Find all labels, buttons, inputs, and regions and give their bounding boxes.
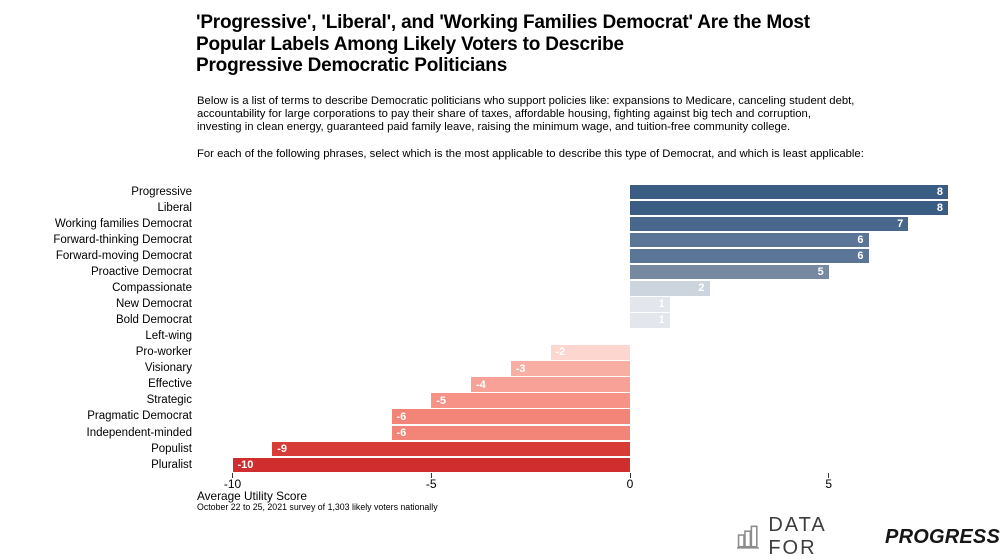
- bar: 1: [630, 297, 670, 312]
- bar: 6: [630, 232, 869, 248]
- bar-value-label: 1: [658, 314, 665, 327]
- page-title: 'Progressive', 'Liberal', and 'Working F…: [196, 12, 810, 76]
- bar-value-label: -6: [396, 410, 407, 423]
- bar-value-label: 5: [817, 266, 824, 279]
- category-label: New Democrat: [115, 298, 192, 310]
- bar: -5: [431, 393, 630, 408]
- category-label: Proactive Democrat: [91, 265, 192, 278]
- category-label: Working families Democrat: [54, 217, 192, 230]
- bar: 2: [630, 281, 710, 296]
- bar: -2: [550, 345, 630, 360]
- bar-value-label: 1: [658, 298, 665, 311]
- category-label: Visionary: [144, 362, 192, 375]
- dfp-logo: DATA FOR PROGRESS: [737, 514, 1000, 559]
- x-tick-label: -5: [425, 477, 437, 491]
- category-label: Forward-thinking Democrat: [53, 233, 192, 246]
- bar: 1: [630, 313, 670, 328]
- bar: 8: [630, 200, 948, 216]
- bar-value-label: -10: [237, 458, 254, 471]
- category-label: Progressive: [131, 185, 192, 198]
- x-tick-mark: [232, 473, 233, 478]
- x-axis-title: Average Utility Score: [197, 489, 307, 503]
- bar: -6: [391, 409, 630, 424]
- bar-chart-icon: [737, 525, 759, 549]
- category-label: Left-wing: [145, 330, 192, 343]
- bar: 7: [630, 216, 909, 232]
- x-tick-label: -10: [223, 477, 242, 491]
- category-label: Independent-minded: [86, 426, 193, 439]
- bar-value-label: -4: [476, 378, 486, 391]
- bar: -9: [272, 441, 630, 457]
- x-tick-mark: [629, 473, 631, 478]
- logo-text-data-for: DATA FOR: [768, 514, 826, 559]
- category-label: Compassionate: [112, 282, 192, 294]
- bar: -6: [391, 425, 630, 441]
- bar-value-label: -2: [555, 346, 566, 359]
- bar-value-label: 6: [857, 250, 864, 263]
- category-label: Populist: [151, 442, 192, 455]
- category-label: Effective: [148, 378, 192, 391]
- chart-prompt: For each of the following phrases, selec…: [197, 148, 864, 160]
- bar: 5: [630, 264, 829, 280]
- chart-footnote: October 22 to 25, 2021 survey of 1,303 l…: [197, 502, 438, 512]
- bar: 8: [630, 184, 948, 200]
- bar-value-label: 7: [897, 217, 904, 230]
- logo-text-progress: PROGRESS: [885, 525, 1000, 548]
- category-label: Bold Democrat: [115, 314, 192, 327]
- category-label: Pro-worker: [135, 346, 192, 359]
- x-tick-label: 5: [825, 477, 833, 491]
- x-tick-mark: [430, 473, 432, 478]
- bar: 6: [630, 248, 869, 264]
- bar-value-label: -3: [515, 362, 526, 375]
- bar-value-label: -6: [396, 426, 407, 439]
- x-tick-label: 0: [626, 477, 634, 491]
- chart-description: Below is a list of terms to describe Dem…: [197, 95, 855, 134]
- bar-value-label: -9: [277, 442, 288, 455]
- bar: -3: [510, 361, 630, 376]
- bar-value-label: 8: [936, 201, 943, 214]
- category-label: Liberal: [157, 201, 192, 214]
- bar-value-label: 2: [698, 282, 705, 295]
- category-label: Pluralist: [151, 458, 192, 471]
- bar: -10: [232, 457, 630, 473]
- category-label: Pragmatic Democrat: [87, 410, 192, 423]
- bar: -4: [471, 377, 630, 392]
- bar-value-label: -5: [436, 394, 447, 407]
- bar-value-label: 6: [857, 234, 864, 247]
- category-label: Strategic: [146, 394, 192, 407]
- bar-value-label: 8: [936, 185, 943, 198]
- category-label: Forward-moving Democrat: [55, 249, 192, 262]
- x-tick-mark: [828, 473, 830, 478]
